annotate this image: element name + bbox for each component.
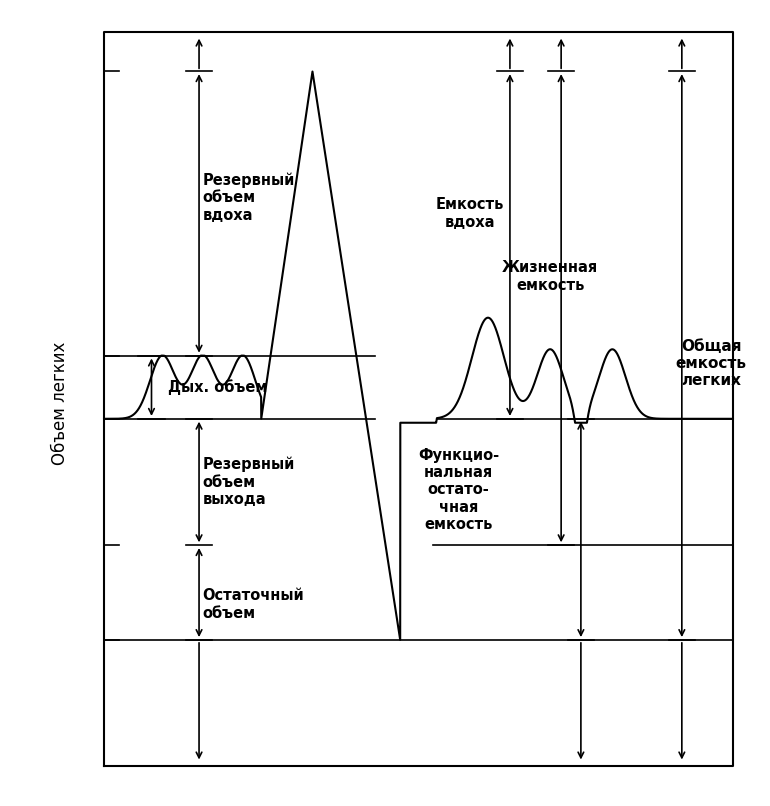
Text: Резервный
объем
выхода: Резервный объем выхода <box>203 457 295 507</box>
Text: Резервный
объем
вдоха: Резервный объем вдоха <box>203 172 295 222</box>
Text: Общая
емкость
легких: Общая емкость легких <box>675 339 747 388</box>
Text: Остаточный
объем: Остаточный объем <box>203 588 304 621</box>
Text: Жизненная
емкость: Жизненная емкость <box>502 260 598 293</box>
Text: Емкость
вдоха: Емкость вдоха <box>436 197 504 230</box>
Text: Дых. объем: Дых. объем <box>169 380 268 395</box>
Text: Объем легких: Объем легких <box>51 341 69 465</box>
Text: Функцио-
нальная
остато-
чная
емкость: Функцио- нальная остато- чная емкость <box>418 447 499 532</box>
